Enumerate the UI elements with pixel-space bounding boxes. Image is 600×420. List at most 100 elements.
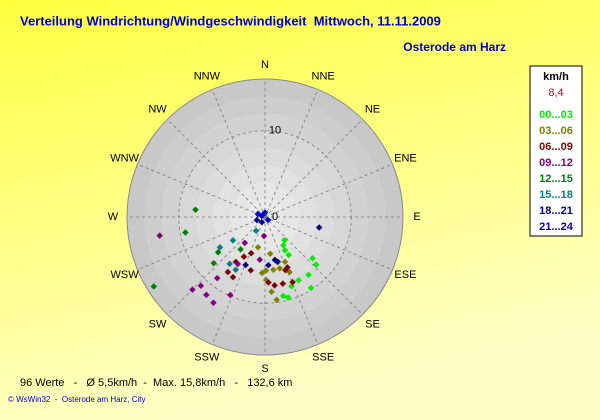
data-point bbox=[258, 218, 266, 226]
radial-grid-line bbox=[137, 216, 266, 271]
data-point bbox=[260, 232, 268, 240]
direction-label: NNW bbox=[194, 70, 221, 82]
data-point bbox=[256, 256, 263, 264]
direction-label: WSW bbox=[111, 269, 140, 281]
data-point bbox=[315, 224, 323, 231]
data-point bbox=[210, 299, 217, 307]
direction-label: SSW bbox=[194, 351, 220, 363]
data-point bbox=[192, 206, 199, 213]
legend-label: 21...24 bbox=[539, 221, 574, 233]
data-point bbox=[210, 259, 217, 267]
data-point bbox=[289, 278, 296, 286]
data-point bbox=[213, 274, 221, 282]
data-point bbox=[240, 253, 248, 260]
legend-label: 18...21 bbox=[539, 205, 573, 217]
data-point bbox=[281, 236, 288, 244]
data-point bbox=[295, 276, 302, 284]
data-point bbox=[305, 271, 312, 279]
data-point bbox=[307, 284, 315, 292]
legend: km/h 8,4 00...03 03...06 06...09 09...12 12.… bbox=[529, 65, 583, 237]
radial-grid-line bbox=[264, 216, 363, 315]
radial-grid-line bbox=[264, 89, 319, 218]
data-point bbox=[274, 258, 282, 266]
data-point bbox=[268, 288, 275, 296]
direction-label: NW bbox=[148, 103, 167, 115]
data-point bbox=[276, 265, 283, 272]
direction-label: NE bbox=[365, 103, 380, 115]
data-point bbox=[214, 249, 222, 256]
data-point bbox=[265, 279, 272, 286]
data-point bbox=[279, 292, 287, 300]
data-point bbox=[282, 266, 289, 274]
radial-grid-line bbox=[211, 89, 266, 218]
direction-label: WNW bbox=[110, 153, 139, 165]
data-point bbox=[258, 269, 266, 277]
radial-grid-line bbox=[264, 119, 363, 218]
legend-value: 8,4 bbox=[548, 87, 563, 99]
legend-label: 06...09 bbox=[539, 141, 573, 153]
data-point bbox=[273, 296, 280, 304]
data-point bbox=[197, 282, 205, 290]
data-point bbox=[182, 229, 189, 236]
direction-label: S bbox=[261, 363, 268, 375]
radial-grid-line bbox=[167, 216, 266, 315]
data-point bbox=[224, 268, 232, 276]
data-point bbox=[284, 294, 292, 301]
data-point bbox=[271, 282, 278, 289]
data-point bbox=[247, 267, 254, 274]
data-point bbox=[254, 210, 262, 218]
legend-box bbox=[529, 65, 583, 237]
footer: 96 Werte - Ø 5,5km/h - Max. 15,8km/h - 1… bbox=[20, 377, 292, 389]
direction-label: NNE bbox=[312, 70, 335, 82]
direction-label: W bbox=[108, 211, 119, 223]
grid-circle bbox=[178, 130, 352, 304]
legend-title: km/h bbox=[543, 71, 569, 83]
data-point bbox=[281, 258, 289, 266]
r-tick-label: 10 bbox=[269, 125, 281, 137]
data-point bbox=[229, 273, 237, 281]
data-point bbox=[227, 291, 234, 299]
data-point bbox=[189, 286, 196, 293]
credit: © WsWin32 - Osterode am Harz, City bbox=[8, 395, 145, 404]
data-point bbox=[156, 232, 163, 239]
data-point bbox=[312, 261, 320, 268]
direction-label: N bbox=[261, 59, 269, 71]
data-point bbox=[216, 244, 224, 251]
data-point bbox=[229, 237, 237, 244]
radial-grid-line bbox=[211, 216, 266, 345]
data-point bbox=[261, 209, 269, 216]
data-point bbox=[241, 239, 249, 247]
data-point bbox=[280, 241, 287, 249]
data-point bbox=[253, 216, 261, 224]
direction-label: E bbox=[413, 211, 420, 223]
direction-label: SW bbox=[149, 318, 167, 330]
data-point bbox=[265, 261, 272, 269]
direction-label: ESE bbox=[394, 269, 416, 281]
data-point bbox=[247, 249, 255, 257]
data-point bbox=[232, 266, 239, 274]
data-point bbox=[234, 260, 242, 268]
data-point bbox=[150, 283, 158, 290]
data-point bbox=[266, 250, 274, 257]
legend-label: 09...12 bbox=[539, 157, 573, 169]
direction-label: SSE bbox=[312, 351, 334, 363]
data-point bbox=[237, 246, 244, 253]
legend-label: 15...18 bbox=[539, 189, 573, 201]
radial-grid-line bbox=[167, 119, 266, 218]
data-point bbox=[226, 260, 233, 268]
data-point bbox=[252, 227, 260, 234]
data-point bbox=[285, 251, 293, 259]
chart-subtitle: Osterode am Harz bbox=[403, 40, 506, 54]
r-tick-label: 0 bbox=[272, 211, 278, 223]
legend-label: 12...15 bbox=[539, 173, 573, 185]
legend-label: 03...06 bbox=[539, 125, 573, 137]
direction-label: SE bbox=[365, 318, 380, 330]
radial-grid-line bbox=[264, 163, 393, 218]
plot-area: 0 10 N NNE NE ENE E ESE SE SSE S SSW SW WSW W WNW NW NNW bbox=[108, 59, 421, 375]
direction-label: ENE bbox=[394, 153, 417, 165]
legend-label: 00...03 bbox=[539, 109, 573, 121]
data-point bbox=[270, 266, 277, 274]
data-point bbox=[281, 247, 289, 254]
radial-grid-line bbox=[264, 216, 393, 271]
